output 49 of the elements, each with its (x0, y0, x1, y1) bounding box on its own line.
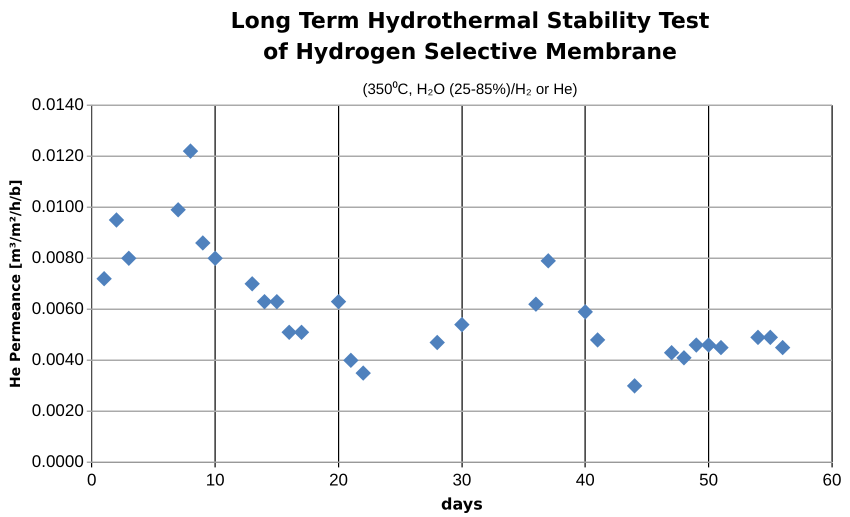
point (578, 304, 593, 320)
chart-title: Long Term Hydrothermal Stability Test of Hydrogen Selective Membrane (230, 8, 710, 67)
y-tick-label: 0.0120 (32, 146, 84, 165)
x-tick-label: 10 (206, 470, 225, 490)
y-tick-label: 0.0000 (32, 452, 84, 472)
chart-subtitle: (350⁰C, H₂O (25-85%)/H₂ or He) (361, 80, 579, 98)
x-axis-title: days (441, 494, 483, 514)
y-tick-label: 0.0080 (32, 248, 84, 267)
point (195, 235, 210, 250)
point (356, 366, 371, 381)
y-tick-label: 0.0020 (32, 401, 84, 420)
point (331, 294, 346, 310)
point (121, 250, 136, 266)
point (688, 338, 704, 353)
point (762, 330, 778, 345)
point (750, 330, 766, 345)
point (182, 144, 198, 159)
x-tick-label: 40 (576, 470, 595, 490)
y-axis-title: He Permeance [m³/m²/h/b] (8, 180, 24, 388)
point (294, 324, 310, 340)
y-tick-label: 0.0100 (32, 196, 84, 216)
x-tick-label: 30 (452, 470, 472, 490)
point (775, 340, 790, 356)
point (664, 345, 680, 360)
point (257, 294, 272, 310)
point (96, 271, 112, 286)
point (208, 250, 223, 266)
point (282, 324, 297, 340)
point (108, 212, 124, 228)
y-tick-label: 0.0040 (32, 350, 84, 370)
point (590, 332, 606, 348)
y-tick-label: 0.0140 (32, 94, 84, 114)
y-tick-label: 0.0060 (32, 299, 84, 318)
point (713, 340, 728, 356)
point (269, 294, 284, 310)
point (540, 253, 556, 268)
point (244, 276, 260, 292)
x-tick-label: 0 (87, 470, 97, 490)
point (170, 202, 186, 218)
x-tick-label: 60 (822, 470, 842, 490)
x-tick-label: 20 (329, 470, 348, 490)
point (528, 296, 544, 312)
point (701, 338, 716, 353)
point (454, 317, 470, 332)
x-tick-label: 50 (699, 470, 718, 490)
point (343, 352, 358, 368)
point (430, 334, 445, 350)
point (676, 350, 692, 366)
point (627, 378, 642, 394)
